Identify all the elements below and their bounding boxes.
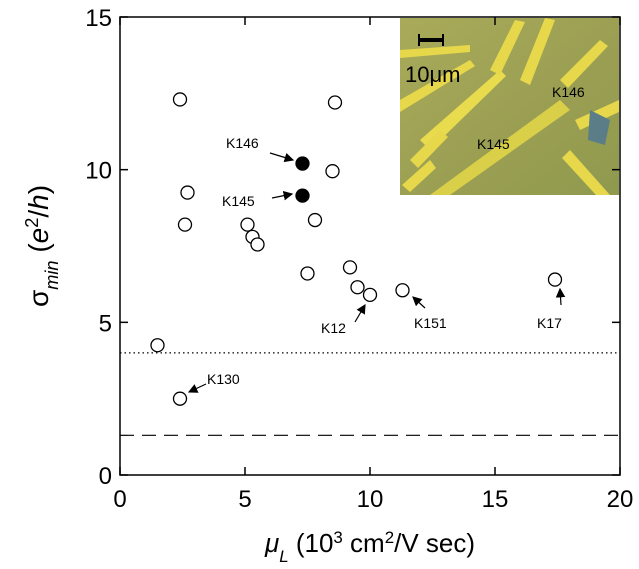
point [172, 92, 188, 107]
axis-label-part: min [42, 260, 62, 289]
x-tick-label: 5 [238, 486, 251, 513]
inset-label: K145 [477, 136, 510, 152]
axis-label-part: 3 [333, 528, 342, 547]
axis-label-part: ( [23, 243, 54, 261]
x-tick-label: 20 [607, 486, 634, 513]
annotation: K12 [321, 320, 346, 336]
annotation-arrow [354, 303, 366, 323]
point [342, 260, 358, 275]
point [350, 280, 365, 295]
annotation-arrow [412, 296, 426, 309]
point [295, 156, 310, 171]
y-tick-label: 5 [99, 310, 112, 337]
axis-label-part: L [279, 547, 288, 565]
point [180, 185, 195, 200]
x-tick-label: 0 [113, 486, 126, 513]
point [395, 283, 410, 298]
axis-label: σmin (e2/h) [22, 185, 62, 307]
inset-label: K146 [552, 84, 585, 100]
point [150, 338, 165, 353]
inset-scale-label: 10μm [405, 62, 460, 87]
annotation-arrow [555, 287, 566, 306]
point [250, 237, 265, 252]
x-tick-label: 15 [482, 486, 509, 513]
axis-label-part: cm [343, 528, 385, 558]
annotation: K145 [222, 193, 255, 209]
point [172, 391, 188, 406]
axis-label-part: /V sec) [394, 528, 475, 558]
annotation-arrow [187, 383, 207, 393]
axis-label-part: σ [23, 290, 54, 307]
axis-label-part: e [23, 228, 54, 244]
point [547, 272, 563, 287]
axis-label-part: ) [23, 185, 54, 194]
annotation: K151 [414, 315, 447, 331]
y-tick-label: 0 [99, 463, 112, 490]
annotation-arrow [269, 152, 295, 163]
axis-label-part: 2 [385, 528, 394, 547]
axis-label-part: μ [264, 528, 279, 558]
point [300, 266, 315, 281]
axis-label-part: / [23, 210, 54, 218]
axis-label: μL (103 cm2/V sec) [264, 528, 475, 565]
annotation: K146 [226, 135, 259, 151]
axis-label-part: (10 [289, 528, 334, 558]
axis-label-part: 2 [22, 218, 42, 228]
annotation: K130 [207, 371, 240, 387]
annotation-arrow [271, 190, 294, 201]
point [327, 95, 343, 110]
point [307, 212, 323, 228]
point [295, 188, 310, 203]
inset-photo: 10μm K146 K145 [400, 18, 619, 195]
point [240, 217, 255, 232]
point [325, 164, 340, 179]
y-tick-label: 10 [85, 158, 112, 185]
x-tick-label: 10 [357, 486, 384, 513]
y-tick-label: 15 [85, 5, 112, 32]
point [362, 287, 378, 303]
point [177, 217, 193, 232]
axis-label-part: h [23, 194, 54, 210]
annotation: K17 [537, 315, 562, 331]
